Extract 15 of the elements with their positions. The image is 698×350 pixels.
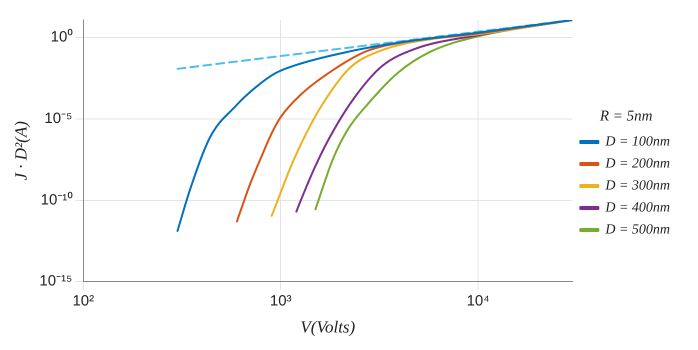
legend-label: D = 100nm xyxy=(604,134,670,150)
y-axis-title: J · D²(A) xyxy=(12,120,31,180)
y-tick-label: 10⁻¹⁰ xyxy=(40,191,72,208)
x-tick-label: 10² xyxy=(72,292,94,310)
y-tick-label: 10⁰ xyxy=(50,28,72,46)
x-tick-label: 10³ xyxy=(270,292,292,310)
y-tick-label: 10⁻¹⁵ xyxy=(39,272,72,290)
y-tick-label: 10⁻⁵ xyxy=(44,110,72,128)
x-axis-title: V(Volts) xyxy=(300,317,356,336)
legend-title: R = 5nm xyxy=(598,108,653,124)
legend-label: D = 400nm xyxy=(604,200,670,216)
legend-label: D = 500nm xyxy=(604,222,670,238)
legend-label: D = 200nm xyxy=(604,156,670,172)
x-tick-label: 10⁴ xyxy=(466,292,490,310)
legend-label: D = 300nm xyxy=(604,178,670,194)
